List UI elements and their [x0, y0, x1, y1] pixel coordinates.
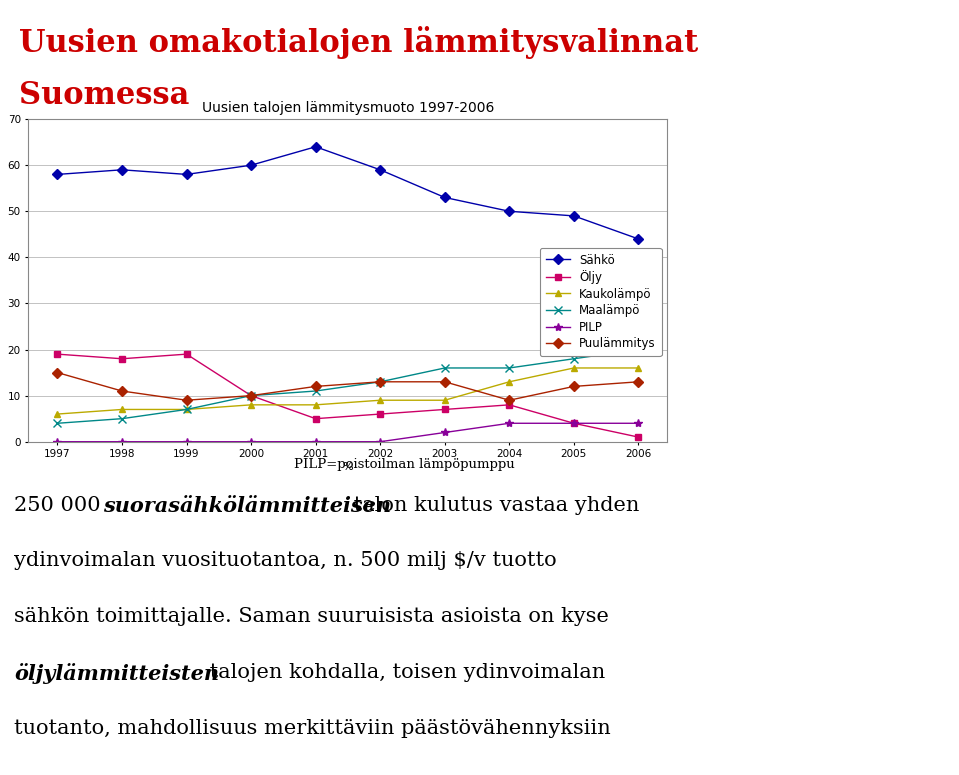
Text: talon kulutus vastaa yhden: talon kulutus vastaa yhden: [347, 495, 640, 515]
Text: ydinvoimalan vuosituotantoa, n. 500 milj $/v tuotto: ydinvoimalan vuosituotantoa, n. 500 milj…: [14, 551, 557, 570]
Text: tuotanto, mahdollisuus merkittäviin päästövähennyksiin: tuotanto, mahdollisuus merkittäviin pääs…: [14, 718, 611, 738]
Text: PILP=poistoilman lämpöpumppu: PILP=poistoilman lämpöpumppu: [294, 458, 515, 471]
Text: sähkön toimittajalle. Saman suuruisista asioista on kyse: sähkön toimittajalle. Saman suuruisista …: [14, 607, 609, 626]
Text: 250 000: 250 000: [14, 495, 107, 515]
Text: suorasähkölämmitteisen: suorasähkölämmitteisen: [103, 495, 391, 515]
Text: Uusien omakotialojen lämmitysvalinnat: Uusien omakotialojen lämmitysvalinnat: [19, 26, 698, 59]
Text: Suomessa: Suomessa: [19, 81, 189, 112]
Text: öljylämmitteisten: öljylämmitteisten: [14, 663, 220, 684]
Text: talojen kohdalla, toisen ydinvoimalan: talojen kohdalla, toisen ydinvoimalan: [202, 663, 605, 682]
